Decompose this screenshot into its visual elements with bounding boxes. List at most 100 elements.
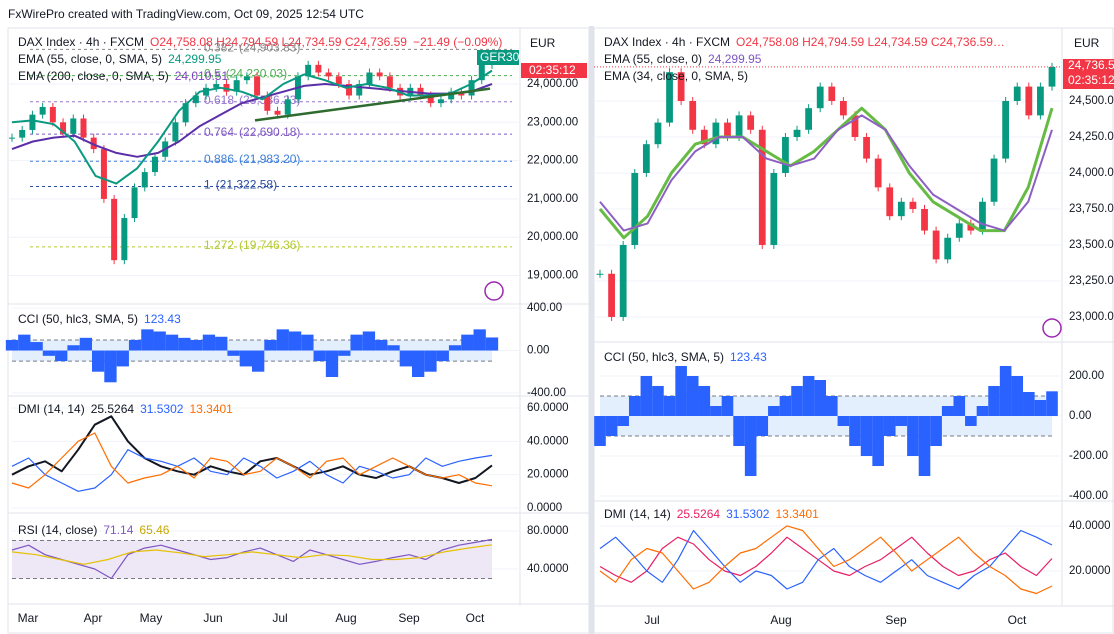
candle xyxy=(29,114,36,130)
cci-title: CCI (50, hlc3, SMA, 5) xyxy=(18,312,138,326)
candle xyxy=(121,218,128,261)
cci-bar xyxy=(999,366,1012,416)
x-tick-label: May xyxy=(140,611,163,625)
candle xyxy=(213,84,220,88)
cci-bar xyxy=(895,416,908,426)
cci-bar xyxy=(710,406,722,416)
cci-bar xyxy=(153,331,166,351)
legend-entry: 65.46 xyxy=(139,523,169,537)
candle xyxy=(596,273,604,275)
cci-bar xyxy=(485,337,499,351)
y-tick-label: 200.00 xyxy=(1069,370,1104,382)
cci-bar xyxy=(779,396,792,416)
cci-bar xyxy=(350,334,363,351)
y-tick-label: 60.0000 xyxy=(527,402,569,414)
y-tick-label: 40.0000 xyxy=(1069,520,1111,532)
candle xyxy=(80,118,87,138)
cci-bar xyxy=(1046,391,1058,416)
currency: EUR xyxy=(530,36,556,50)
cci-bar xyxy=(165,334,179,351)
cci-bar xyxy=(756,416,769,436)
candle xyxy=(979,201,986,231)
cci-bar xyxy=(849,416,861,446)
cci-bar xyxy=(141,329,154,351)
candle xyxy=(489,55,495,65)
line xyxy=(11,449,493,492)
cci-bar xyxy=(640,376,653,416)
candle xyxy=(243,76,250,81)
legend-entry: 25.5264 xyxy=(677,507,721,521)
fib-label: 1 (21,322.58) xyxy=(204,178,277,192)
cci-bar xyxy=(79,337,92,351)
y-tick-label: 24,500.00 xyxy=(1069,95,1114,107)
candle xyxy=(967,223,975,231)
rsi-title: RSI (14, close) xyxy=(18,523,97,537)
cci-bar xyxy=(698,386,711,416)
candle xyxy=(955,223,963,238)
y-tick-label: 40.0000 xyxy=(527,435,569,447)
cci-bar xyxy=(941,406,954,416)
timer: 02:35:12 xyxy=(1068,73,1114,87)
candle xyxy=(1013,86,1021,101)
line xyxy=(11,538,493,580)
line xyxy=(599,114,1053,232)
cci-bar xyxy=(675,366,687,416)
cci-bar xyxy=(768,406,780,416)
y-tick-label: 20.0000 xyxy=(1069,565,1111,577)
y-tick-label: 22,000.00 xyxy=(527,155,578,167)
candle xyxy=(19,129,26,138)
cci-bar xyxy=(30,342,43,351)
legend: CCI (50, hlc3, SMA, 5) 123.43 xyxy=(604,350,767,364)
symbol-badge-text: GER30 xyxy=(480,50,520,64)
y-tick-label: -400.00 xyxy=(527,387,566,399)
header: FxWirePro created with TradingView.com, … xyxy=(8,7,364,21)
cci-bar xyxy=(128,339,142,351)
candle xyxy=(182,103,189,123)
icon[interactable] xyxy=(1042,318,1062,338)
fib-value: (21,322.58) xyxy=(216,178,277,192)
ohlc: O24,758.08 H24,794.59 L24,734.59 C24,736… xyxy=(736,35,1005,49)
candle xyxy=(468,80,475,96)
candle xyxy=(631,172,639,245)
cci-bar xyxy=(239,350,252,367)
candle xyxy=(192,95,199,104)
candle xyxy=(9,137,15,139)
x-tick-label: Jul xyxy=(272,611,287,625)
candle xyxy=(172,122,179,142)
x-tick-label: Aug xyxy=(335,611,356,625)
symbol-badge xyxy=(477,50,519,65)
candle xyxy=(770,172,778,245)
candle xyxy=(839,100,847,116)
line xyxy=(599,536,1053,583)
candle xyxy=(990,158,998,202)
fib-label: 0.5 (24,220.03) xyxy=(204,67,287,81)
y-tick-label: 23,250.00 xyxy=(1069,275,1114,287)
y-tick-label: 23,000.00 xyxy=(1069,311,1114,323)
candle xyxy=(619,244,627,317)
legend: EMA (55, close, 0) 24,299.95 xyxy=(604,52,762,66)
y-tick-label: 0.00 xyxy=(527,345,549,357)
cci-bar xyxy=(837,416,850,426)
candle xyxy=(921,208,928,231)
candle xyxy=(141,172,148,188)
cci-bar xyxy=(325,350,339,377)
cci-bar xyxy=(338,350,351,356)
cci-bar xyxy=(617,416,629,426)
cci-bar xyxy=(1011,376,1024,416)
candle xyxy=(264,95,271,111)
cci-bar xyxy=(288,331,302,351)
x-tick-label: Jun xyxy=(203,611,222,625)
icon[interactable] xyxy=(484,281,504,301)
cci-bar xyxy=(1023,392,1035,416)
cci-bar xyxy=(965,416,977,426)
price-badge-text: 24,736.5 xyxy=(1068,58,1114,72)
cci-bar xyxy=(227,350,240,356)
legend: DMI (14, 14) 25.5264 31.5302 13.3401 xyxy=(604,507,819,521)
cci-bar xyxy=(686,376,699,416)
ohlc: O24,758.08 H24,794.59 L24,734.59 C24,736… xyxy=(150,35,407,49)
ema-value: 24,299.95 xyxy=(708,52,762,66)
cci-bar xyxy=(313,350,326,362)
y-tick-label: 0.00 xyxy=(1069,410,1091,422)
y-tick-label: -400.00 xyxy=(1069,490,1108,502)
candle xyxy=(654,122,662,145)
